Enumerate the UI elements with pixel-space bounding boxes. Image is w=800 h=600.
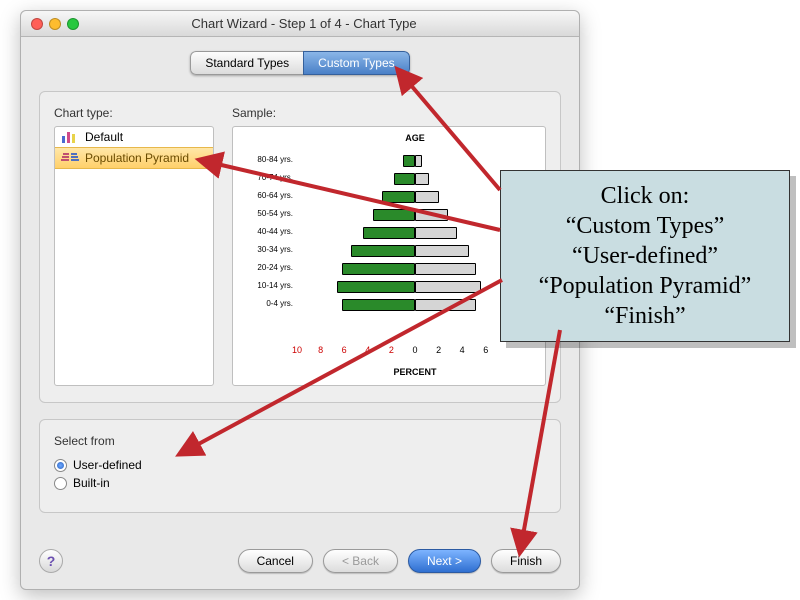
y-tick-label: 0-4 yrs.	[266, 299, 293, 308]
y-tick-label: 40-44 yrs.	[257, 227, 293, 236]
type-tabs: Standard Types Custom Types	[190, 51, 409, 75]
finish-button[interactable]: Finish	[491, 549, 561, 573]
x-axis: 1086420246	[297, 345, 533, 359]
y-tick-label: 50-54 yrs.	[257, 209, 293, 218]
bar-left	[382, 191, 415, 203]
pyramid-row: 60-64 yrs.	[297, 189, 533, 205]
chart-wizard-window: Chart Wizard - Step 1 of 4 - Chart Type …	[20, 10, 580, 590]
x-tick: 4	[460, 345, 465, 355]
callout-line: “User-defined”	[507, 241, 783, 271]
main-group: Chart type: Default	[39, 91, 561, 403]
pyramid-row: 40-44 yrs.	[297, 225, 533, 241]
zoom-icon[interactable]	[67, 18, 79, 30]
bar-left	[403, 155, 415, 167]
bar-right	[415, 155, 422, 167]
pyramid-row: 30-34 yrs.	[297, 243, 533, 259]
list-item[interactable]: Default	[55, 127, 213, 147]
bar-left	[342, 263, 415, 275]
help-button[interactable]: ?	[39, 549, 63, 573]
population-pyramid-chart: AGE PERCENT 1086420246 80-84 yrs.70-74 y…	[297, 147, 533, 355]
y-tick-label: 60-64 yrs.	[257, 191, 293, 200]
radio-label: User-defined	[73, 458, 142, 472]
tab-custom-types[interactable]: Custom Types	[303, 51, 409, 75]
bar-right	[415, 191, 439, 203]
bar-right	[415, 263, 476, 275]
next-button[interactable]: Next >	[408, 549, 481, 573]
cancel-button[interactable]: Cancel	[238, 549, 313, 573]
y-tick-label: 80-84 yrs.	[257, 155, 293, 164]
pyramid-row: 80-84 yrs.	[297, 153, 533, 169]
tab-standard-types[interactable]: Standard Types	[190, 51, 303, 75]
list-item-label: Population Pyramid	[85, 151, 189, 165]
chart-type-column: Chart type: Default	[54, 106, 214, 386]
radio-icon	[54, 459, 67, 472]
sample-label: Sample:	[232, 106, 546, 120]
bar-left	[373, 209, 415, 221]
x-tick: 6	[342, 345, 347, 355]
pyramid-row: 0-4 yrs.	[297, 297, 533, 313]
sample-preview: AGE PERCENT 10 8 6 4 2 0 2 4 6 80-84 yrs. 70-74 y…	[232, 126, 546, 386]
bar-right	[415, 299, 476, 311]
y-tick-label: 10-14 yrs.	[257, 281, 293, 290]
y-tick-label: 30-34 yrs.	[257, 245, 293, 254]
bar-right	[415, 227, 457, 239]
chart-title: AGE	[405, 133, 425, 143]
chart-type-label: Chart type:	[54, 106, 214, 120]
x-tick: 4	[365, 345, 370, 355]
bar-right	[415, 209, 448, 221]
bar-left	[394, 173, 415, 185]
window-title: Chart Wizard - Step 1 of 4 - Chart Type	[79, 16, 579, 31]
x-tick: 10	[292, 345, 302, 355]
sample-column: Sample: AGE PERCENT 10 8 6 4 2 0 2 4 6 80-84 yrs…	[232, 106, 546, 386]
minimize-icon[interactable]	[49, 18, 61, 30]
select-from-group: Select from User-defined Built-in	[39, 419, 561, 513]
bar-left	[342, 299, 415, 311]
bar-right	[415, 173, 429, 185]
x-tick: 6	[483, 345, 488, 355]
bar-right	[415, 245, 469, 257]
bar-right	[415, 281, 481, 293]
x-tick: 2	[436, 345, 441, 355]
pyramid-row: 50-54 yrs.	[297, 207, 533, 223]
radio-icon	[54, 477, 67, 490]
bar-left	[337, 281, 415, 293]
radio-user-defined[interactable]: User-defined	[54, 458, 546, 472]
titlebar: Chart Wizard - Step 1 of 4 - Chart Type	[21, 11, 579, 37]
bar-left	[351, 245, 415, 257]
x-tick: 8	[318, 345, 323, 355]
bar-left	[363, 227, 415, 239]
pyramid-row: 70-74 yrs.	[297, 171, 533, 187]
callout-line: Click on:	[507, 181, 783, 211]
callout-line: “Custom Types”	[507, 211, 783, 241]
radio-label: Built-in	[73, 476, 110, 490]
pyramid-row: 20-24 yrs.	[297, 261, 533, 277]
x-tick: 0	[412, 345, 417, 355]
list-item-label: Default	[85, 130, 123, 144]
instruction-callout: Click on: “Custom Types” “User-defined” …	[500, 170, 790, 342]
chart-xlabel: PERCENT	[393, 367, 436, 377]
list-item[interactable]: Population Pyramid	[55, 147, 213, 169]
bar-chart-icon	[61, 130, 79, 144]
close-icon[interactable]	[31, 18, 43, 30]
radio-built-in[interactable]: Built-in	[54, 476, 546, 490]
y-tick-label: 70-74 yrs.	[257, 173, 293, 182]
callout-line: “Population Pyramid”	[507, 271, 783, 301]
back-button[interactable]: < Back	[323, 549, 398, 573]
chart-type-list[interactable]: Default Population Pyramid	[54, 126, 214, 386]
pyramid-chart-icon	[61, 151, 79, 165]
tabs-row: Standard Types Custom Types	[21, 51, 579, 75]
pyramid-row: 10-14 yrs.	[297, 279, 533, 295]
window-controls	[21, 18, 79, 30]
button-bar: ? Cancel < Back Next > Finish	[39, 549, 561, 573]
callout-line: “Finish”	[507, 301, 783, 331]
y-tick-label: 20-24 yrs.	[257, 263, 293, 272]
x-tick: 2	[389, 345, 394, 355]
select-from-label: Select from	[54, 434, 546, 448]
